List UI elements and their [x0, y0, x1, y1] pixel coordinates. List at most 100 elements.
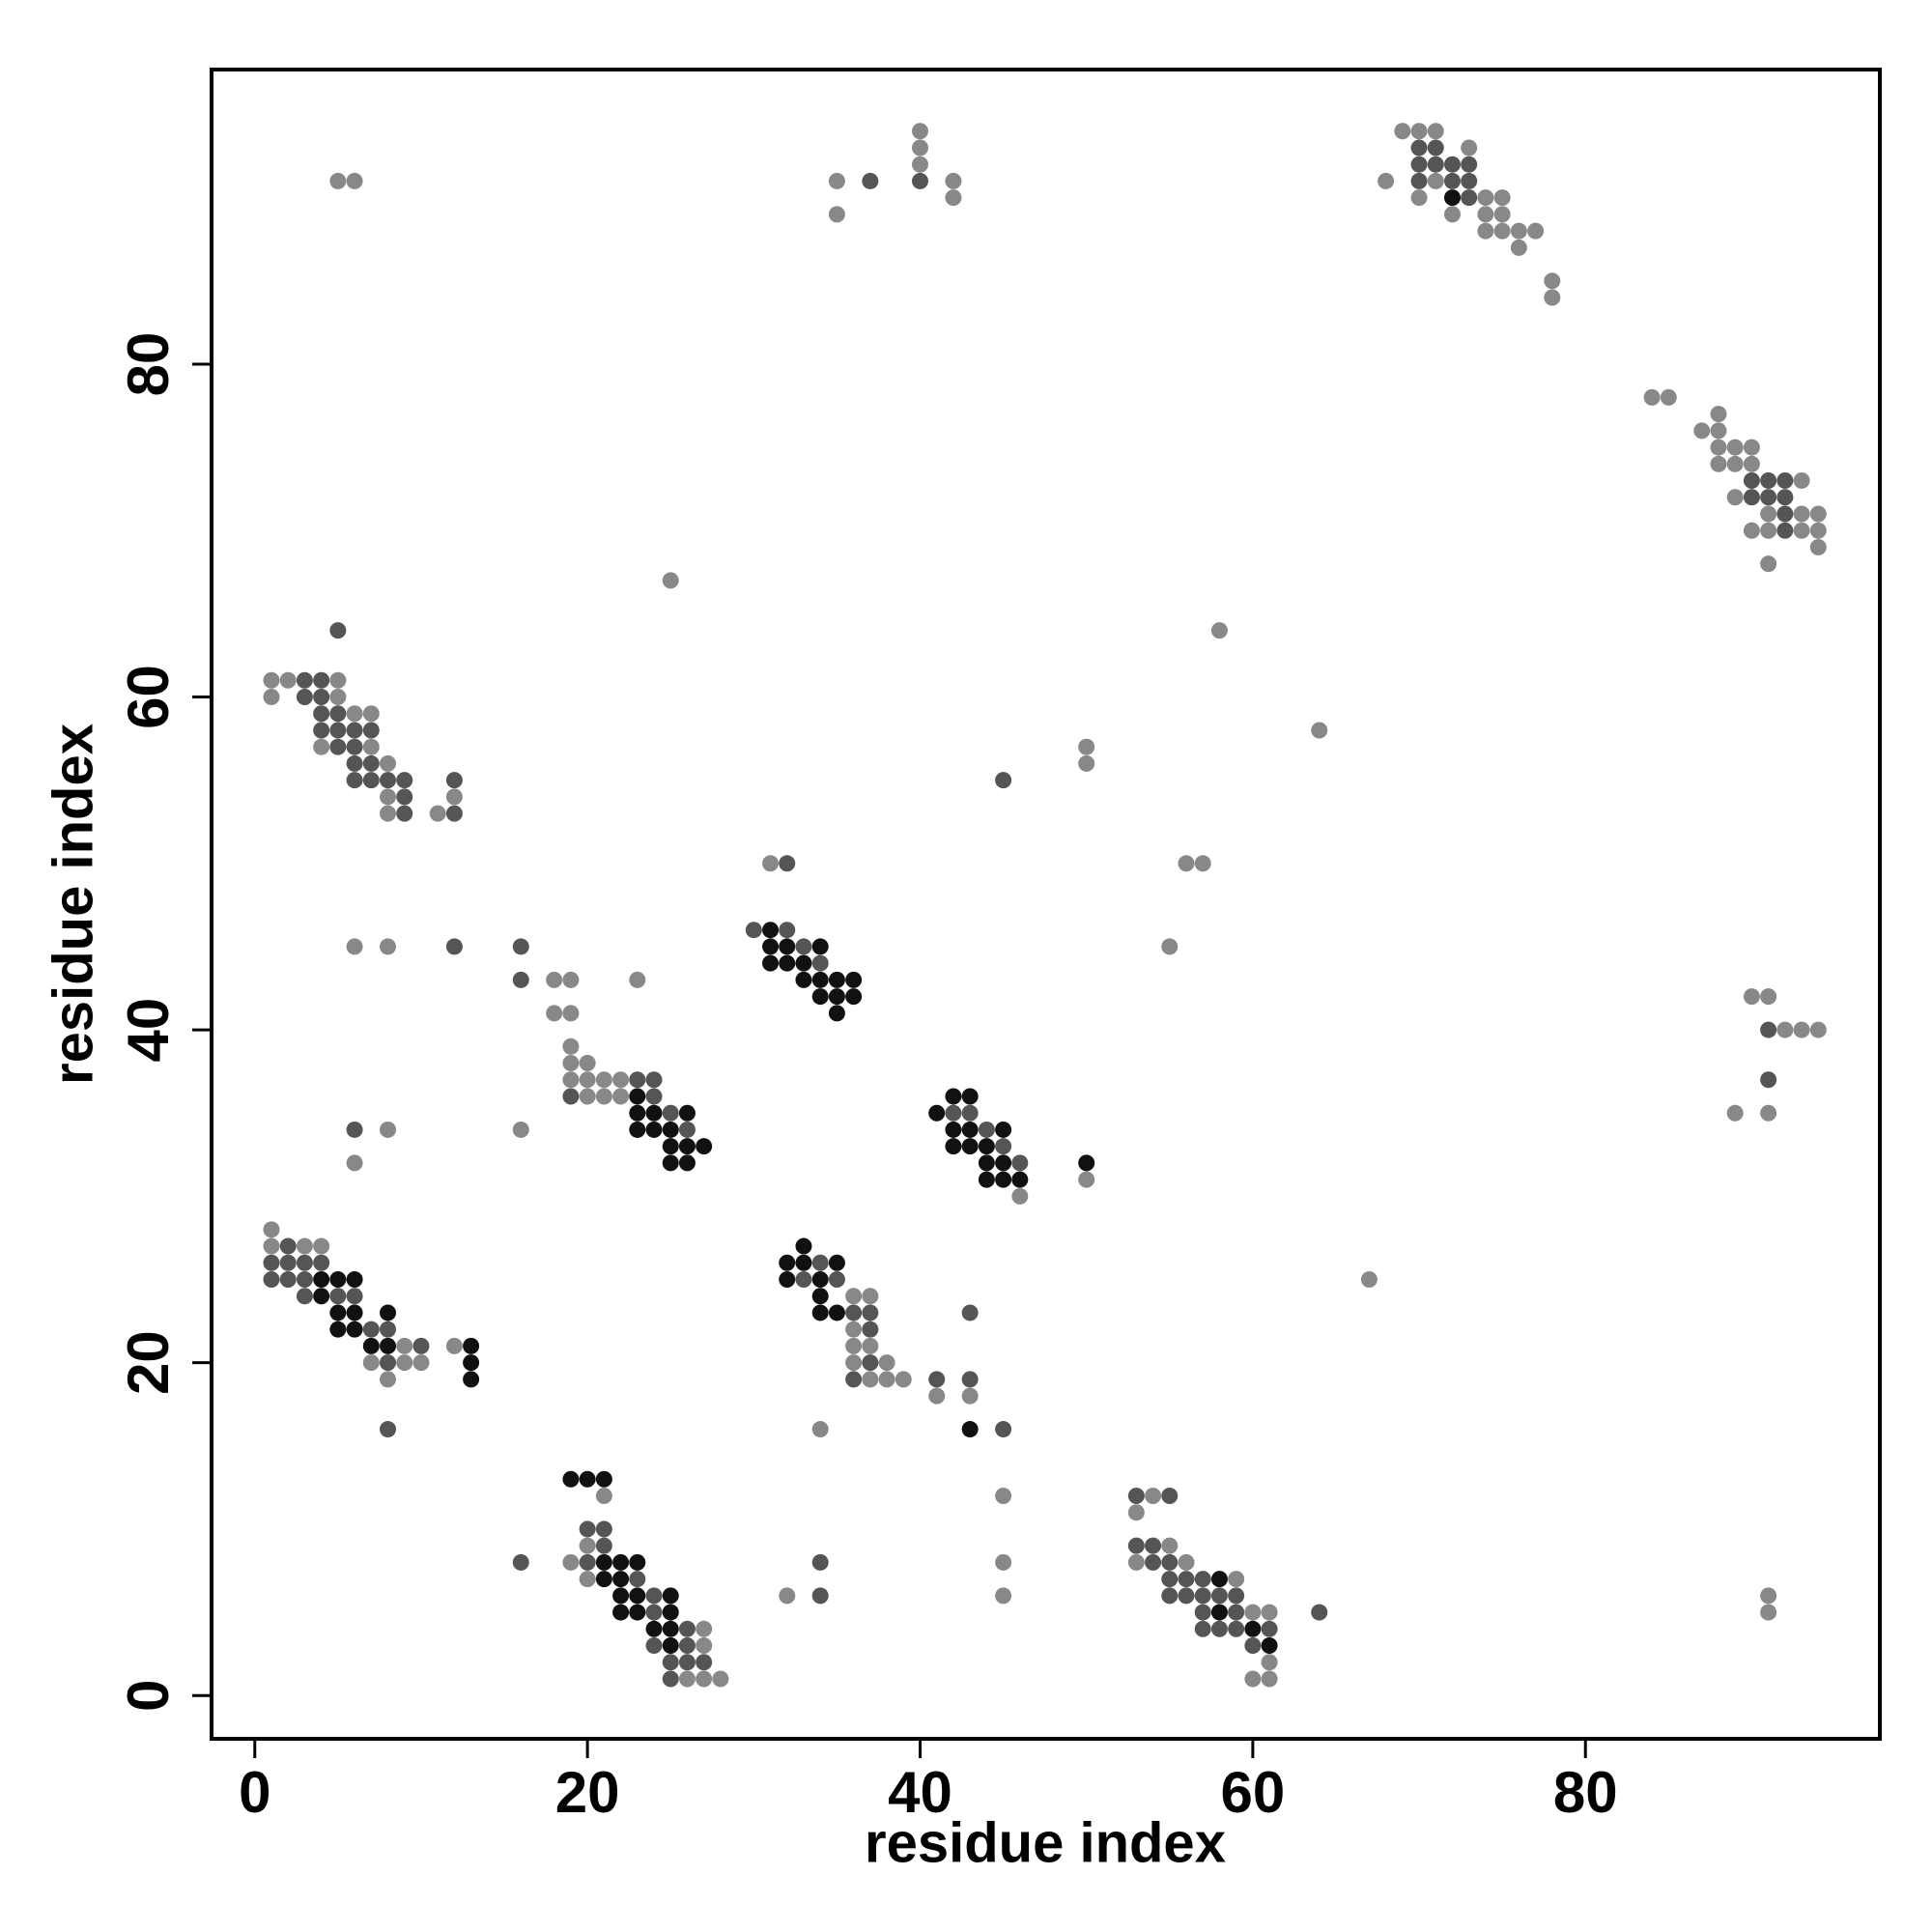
point: [662, 1620, 679, 1637]
point: [779, 938, 796, 955]
y-tick-label: 80: [116, 332, 181, 397]
point: [945, 1104, 962, 1122]
point: [296, 671, 313, 689]
point: [1244, 1620, 1262, 1637]
point: [811, 1553, 829, 1571]
point: [678, 1620, 696, 1637]
point: [696, 1620, 713, 1637]
point: [1809, 505, 1827, 523]
point: [662, 1138, 679, 1155]
point: [1127, 1487, 1145, 1504]
point: [1760, 505, 1777, 523]
point: [445, 805, 463, 822]
point: [1178, 1571, 1195, 1588]
point: [1210, 1571, 1228, 1588]
point: [961, 1104, 979, 1122]
point: [1760, 1587, 1777, 1605]
point: [845, 1304, 863, 1321]
point: [1544, 289, 1561, 306]
point: [1078, 1171, 1095, 1188]
point: [562, 1553, 580, 1571]
point: [612, 1553, 630, 1571]
point: [678, 1104, 696, 1122]
point: [346, 722, 363, 739]
point: [380, 788, 397, 806]
point: [346, 1154, 363, 1172]
point: [811, 1254, 829, 1271]
point: [961, 1121, 979, 1138]
point: [662, 1604, 679, 1621]
point: [412, 1354, 430, 1372]
point: [995, 1121, 1012, 1138]
point: [396, 1354, 413, 1372]
point: [862, 1288, 879, 1305]
x-tick-label: 0: [239, 1760, 270, 1825]
point: [1760, 1604, 1777, 1621]
point: [1427, 172, 1444, 189]
point: [1443, 206, 1461, 223]
point: [895, 1371, 912, 1388]
point: [961, 1088, 979, 1105]
point: [380, 938, 397, 955]
point: [346, 1121, 363, 1138]
point: [362, 705, 380, 723]
point: [912, 172, 929, 189]
point: [1693, 422, 1711, 440]
point: [795, 971, 812, 988]
point: [1710, 439, 1727, 456]
point: [1443, 189, 1461, 207]
point: [811, 1421, 829, 1438]
point: [945, 1088, 962, 1105]
point: [1477, 189, 1494, 207]
point: [1710, 406, 1727, 423]
point: [945, 1121, 962, 1138]
point: [1760, 472, 1777, 490]
point: [795, 1270, 812, 1288]
point: [263, 1254, 280, 1271]
point: [612, 1071, 630, 1089]
point: [1760, 522, 1777, 539]
point: [380, 1371, 397, 1388]
point: [1194, 1571, 1211, 1588]
point: [862, 1354, 879, 1372]
point: [1078, 1154, 1095, 1172]
y-tick-label: 0: [116, 1680, 181, 1712]
point: [562, 1037, 580, 1055]
point: [463, 1371, 480, 1388]
point: [1127, 1504, 1145, 1521]
point: [645, 1604, 663, 1621]
point: [1510, 222, 1527, 240]
point: [612, 1571, 630, 1588]
point: [828, 1304, 845, 1321]
point: [862, 1304, 879, 1321]
point: [346, 938, 363, 955]
point: [362, 1354, 380, 1372]
point: [862, 1321, 879, 1338]
point: [396, 788, 413, 806]
point: [662, 1154, 679, 1172]
point: [629, 1104, 646, 1122]
point: [845, 1321, 863, 1338]
point: [546, 1005, 563, 1022]
x-axis-title: residue index: [865, 1811, 1226, 1874]
point: [595, 1470, 612, 1488]
point: [313, 1254, 330, 1271]
point: [1261, 1637, 1278, 1655]
point: [961, 1304, 979, 1321]
point: [1493, 206, 1511, 223]
point: [595, 1487, 612, 1504]
point: [279, 1254, 297, 1271]
point: [629, 1553, 646, 1571]
point: [629, 1587, 646, 1605]
point: [1145, 1553, 1162, 1571]
point: [811, 1288, 829, 1305]
x-tick-label: 20: [555, 1760, 620, 1825]
point: [828, 1254, 845, 1271]
point: [1461, 172, 1478, 189]
point: [562, 1088, 580, 1105]
point: [662, 572, 679, 589]
point: [678, 1138, 696, 1155]
point: [1210, 1587, 1228, 1605]
point: [263, 689, 280, 706]
point: [579, 1071, 596, 1089]
